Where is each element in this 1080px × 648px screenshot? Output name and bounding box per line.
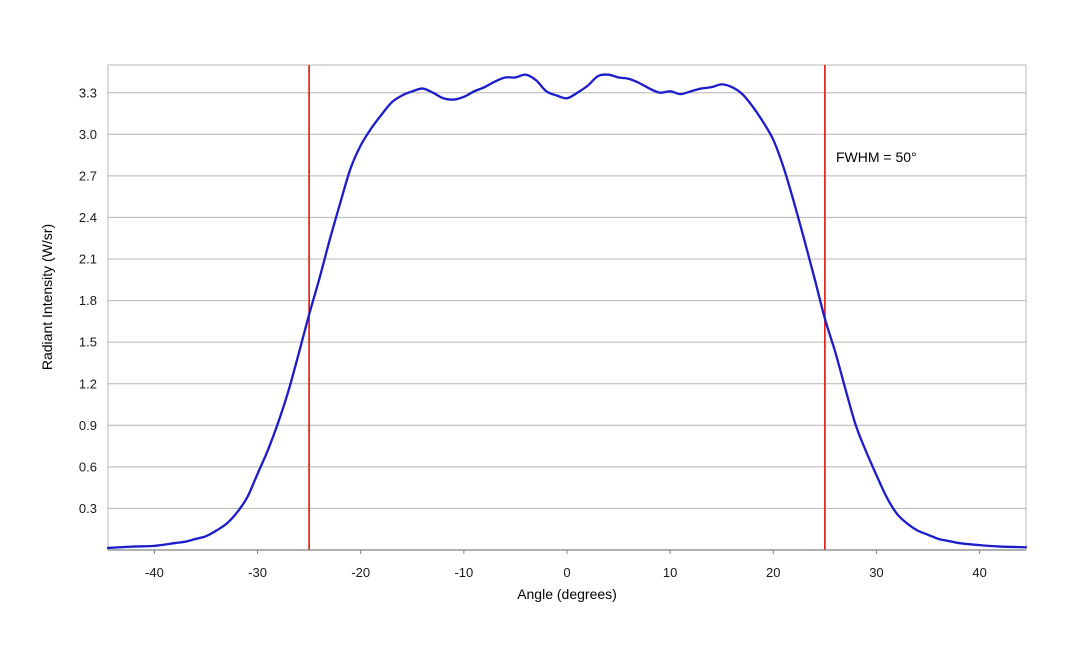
x-tick-label: -10 <box>454 565 473 580</box>
x-tick-label: 20 <box>766 565 780 580</box>
y-tick-label: 2.1 <box>79 252 97 267</box>
x-ticks: -40 -30 -20 -10 0 10 20 30 40 <box>145 550 987 580</box>
x-tick-label: 40 <box>972 565 986 580</box>
fwhm-annotation: FWHM = 50° <box>836 149 917 165</box>
y-ticks: 0.3 0.6 0.9 1.2 1.5 1.8 2.1 2.4 2.7 3.0 3.3 <box>79 85 97 516</box>
y-tick-label: 0.3 <box>79 501 97 516</box>
y-tick-label: 3.0 <box>79 127 97 142</box>
y-tick-label: 0.6 <box>79 459 97 474</box>
x-tick-label: 30 <box>869 565 883 580</box>
x-tick-label: 0 <box>563 565 570 580</box>
y-tick-label: 0.9 <box>79 418 97 433</box>
y-tick-label: 1.8 <box>79 293 97 308</box>
x-tick-label: -20 <box>351 565 370 580</box>
x-axis-label: Angle (degrees) <box>517 586 617 602</box>
fwhm-lines <box>308 65 826 550</box>
y-tick-label: 3.3 <box>79 85 97 100</box>
y-axis-label: Radiant Intensity (W/sr) <box>39 224 55 370</box>
y-tick-label: 2.4 <box>79 210 97 225</box>
y-tick-label: 1.2 <box>79 376 97 391</box>
x-tick-label: -40 <box>145 565 164 580</box>
y-tick-label: 1.5 <box>79 335 97 350</box>
x-tick-label: 10 <box>663 565 677 580</box>
radiant-intensity-line <box>106 73 1028 550</box>
x-tick-label: -30 <box>248 565 267 580</box>
y-tick-label: 2.7 <box>79 168 97 183</box>
